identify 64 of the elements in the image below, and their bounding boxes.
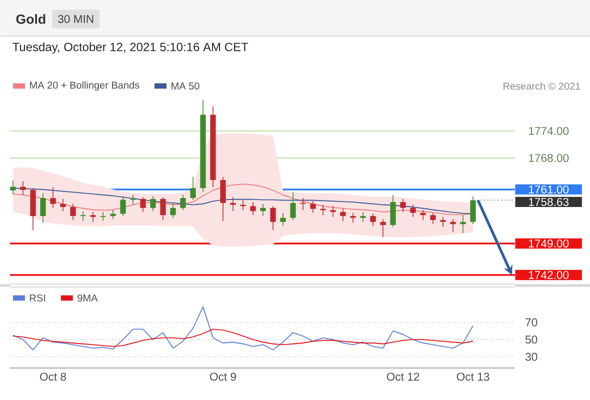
candlestick [310,200,316,214]
candlestick [170,203,176,218]
ref-line-label: 1774.00 [528,126,569,135]
candlestick [380,218,386,238]
x-tick-label: Oct 12 [386,372,420,381]
candlestick [290,192,296,220]
y-tick-label: 50 [526,336,538,344]
candlestick [340,208,346,222]
ref-line-label: 1758.63 [528,198,569,206]
candlestick [140,196,146,212]
candlestick [270,206,276,230]
candlestick [230,196,236,212]
candlestick [410,204,416,218]
candlestick [250,202,256,216]
legend-label: RSI [30,294,46,302]
candlestick [190,176,196,200]
candlestick [260,203,266,216]
candlestick [50,186,56,208]
ref-line-label: 1749.00 [528,239,569,248]
candlestick [420,210,426,220]
candlestick [220,176,226,222]
candlestick [470,196,476,225]
legend-label: MA 50 [172,82,200,90]
text: Research © 2021 [504,82,580,90]
candlestick [280,212,286,226]
candlestick [430,212,436,225]
candlestick [460,214,466,234]
candlestick [330,206,336,218]
candlestick [180,194,186,211]
candlestick [120,196,126,216]
candlestick [90,212,96,222]
candlestick [400,198,406,212]
candlestick [160,196,166,220]
candlestick [300,198,306,211]
ref-line-label: 1742.00 [528,270,569,279]
candlestick [20,180,26,196]
x-tick-label: Oct 8 [40,372,66,381]
ref-line-label: 1768.00 [528,154,569,162]
legend-label: MA 20 + Bollinger Bands [30,81,140,91]
candlestick [390,194,396,228]
candlestick [80,210,86,222]
candlestick [70,203,76,220]
candlestick [360,212,366,222]
candlestick [60,198,66,212]
candlestick [130,194,136,206]
candlestick [440,216,446,228]
candlestick [110,210,116,220]
candlestick [40,192,46,224]
candlestick [350,212,356,224]
candlestick [370,213,376,226]
x-tick-label: Oct 13 [456,372,490,381]
annotation: Tuesday, October 12, 2021 5:10:16 AM CET [12,42,248,54]
y-tick-label: 30 [525,352,538,361]
chart-subtitle: 30 MIN [58,14,94,23]
candlestick [100,212,106,222]
candlestick [10,180,16,195]
y-tick-label: 70 [526,318,538,326]
chart-title: Gold [16,14,46,24]
line-series [12,306,474,350]
candlestick [450,218,456,233]
legend-label: 9MA [78,294,98,302]
candlestick [150,196,156,212]
ref-line-label: 1761.00 [528,185,569,194]
x-tick-label: Oct 9 [210,372,236,381]
